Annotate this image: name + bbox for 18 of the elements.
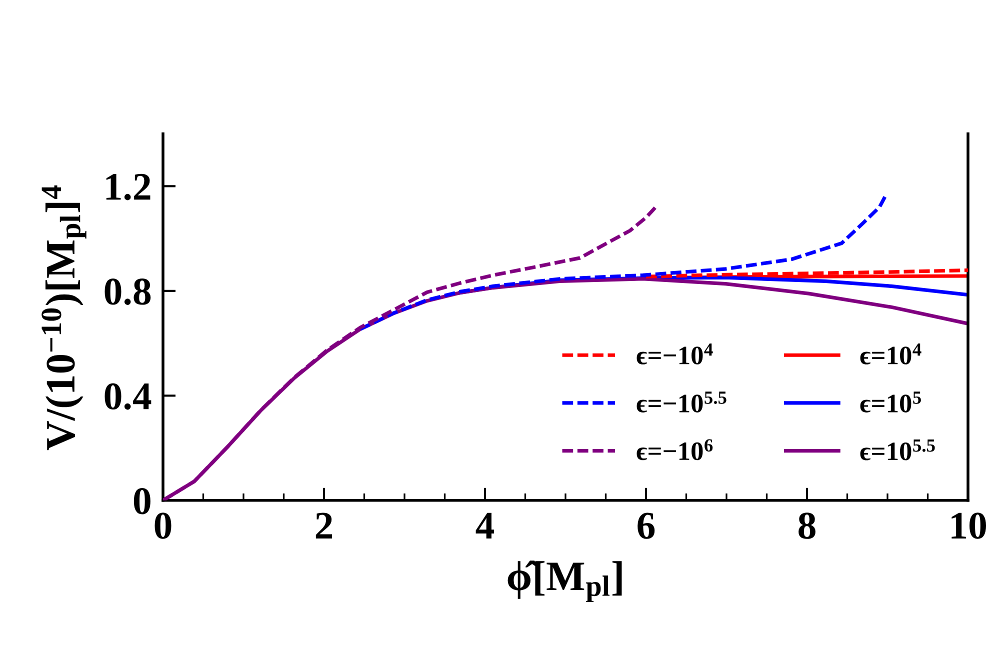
y-tick-label: 0.4: [104, 383, 152, 410]
x-axis-title: ϕ̂[M$_{pl}$]: [508, 560, 622, 602]
y-tick-label: 0.8: [104, 278, 151, 305]
legend-label: ϵ=10$^{5}$: [860, 392, 921, 412]
x-tick-label: 8: [798, 512, 816, 539]
x-tick-label: 0: [154, 512, 172, 539]
y-tick-label: 0: [134, 488, 150, 514]
legend-label: ϵ=−10$^{5.5}$: [636, 392, 726, 412]
legend-label: ϵ=10$^{4}$: [860, 344, 922, 364]
y-axis-title: V/(10$^{−10}$)[M$_{pl}$]$^{4}$: [42, 185, 86, 450]
legend-label: ϵ=−10$^{6}$: [636, 439, 713, 460]
x-tick-label: 2: [316, 512, 332, 539]
x-tick-label: 10: [952, 512, 986, 539]
legend-label: ϵ=10$^{5.5}$: [860, 439, 935, 460]
y-tick-label: 1.2: [106, 174, 150, 200]
x-tick-label: 4: [476, 512, 494, 539]
legend-label: ϵ=−10$^{4}$: [636, 344, 713, 364]
x-tick-label: 6: [638, 512, 655, 539]
